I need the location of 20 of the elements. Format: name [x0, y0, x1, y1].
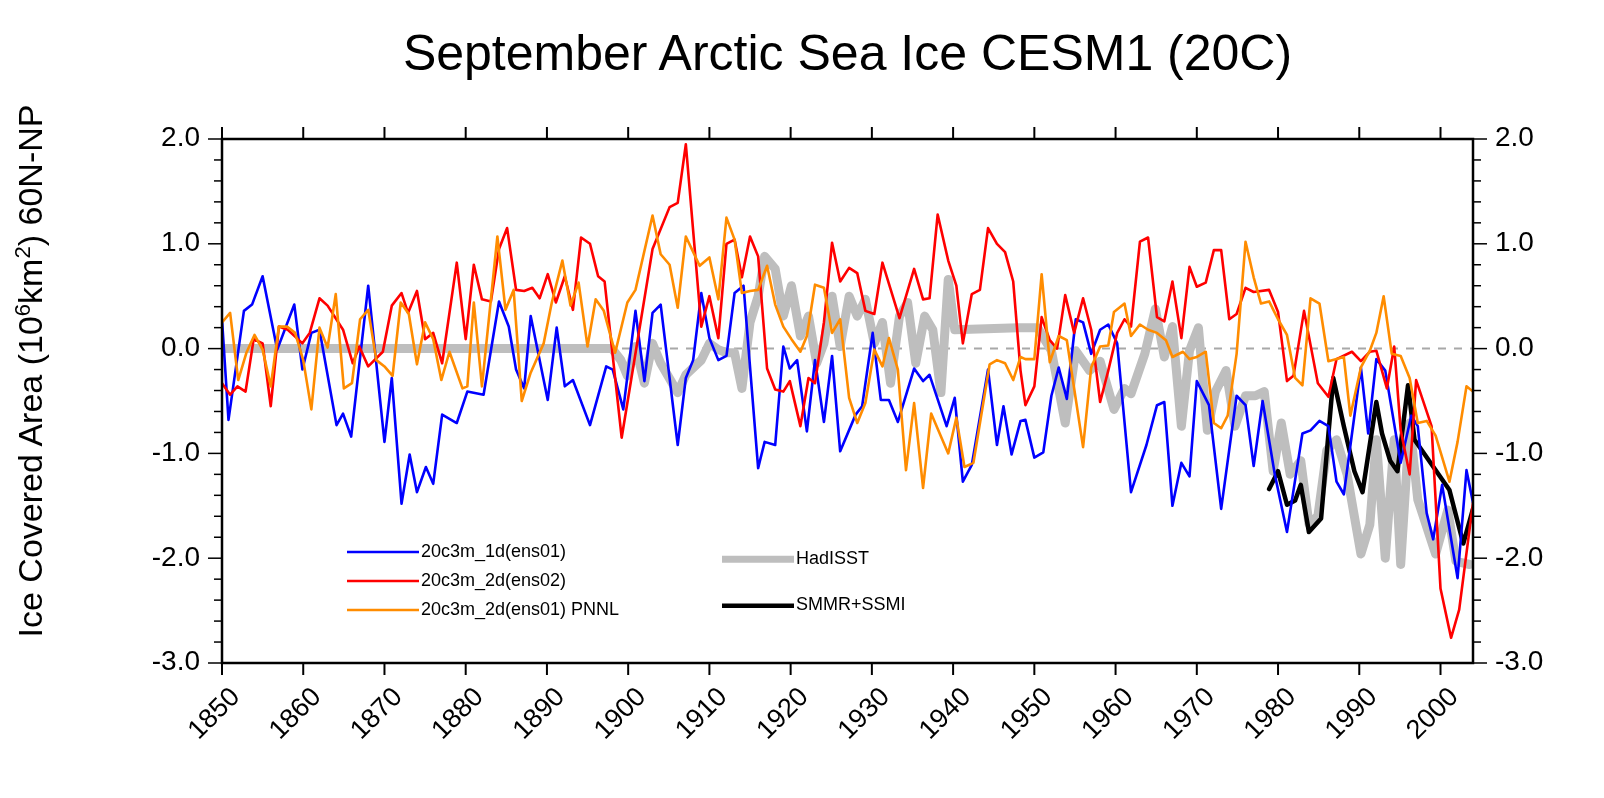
line-series: [222, 142, 1473, 640]
y2-tick-label: -1.0: [1495, 435, 1544, 467]
y2-tick-label: 2.0: [1495, 121, 1534, 153]
y2-tick-label: 1.0: [1495, 226, 1534, 258]
y-tick-label: 1.0: [161, 226, 200, 258]
legend-label: 20c3m_1d(ens01): [421, 540, 567, 562]
y2-tick-label: -3.0: [1495, 645, 1544, 677]
chart-title: September Arctic Sea Ice CESM1 (20C): [402, 25, 1293, 81]
line-series: [222, 214, 1473, 490]
legend-label: 20c3m_2d(ens02): [421, 569, 567, 591]
legend-label: SMMR+SSMI: [796, 594, 906, 615]
y-tick-label: 2.0: [161, 121, 200, 153]
y-tick-label: 0.0: [161, 330, 200, 362]
y2-tick-label: -2.0: [1495, 540, 1544, 572]
legend-label: 20c3m_2d(ens01) PNNL: [421, 598, 620, 620]
legend-label: HadISST: [796, 548, 870, 568]
y2-tick-label: 0.0: [1495, 330, 1534, 362]
y-tick-label: -1.0: [151, 435, 200, 467]
y-tick-label: -2.0: [151, 540, 200, 572]
y-tick-label: -3.0: [151, 645, 200, 677]
